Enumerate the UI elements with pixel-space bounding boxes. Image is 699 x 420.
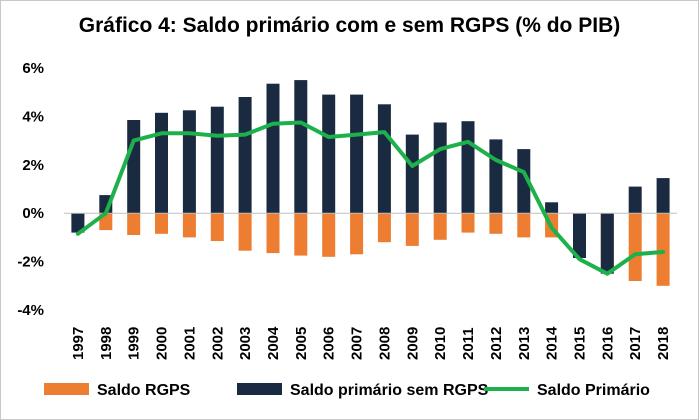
x-tick-label-2015: 2015 bbox=[572, 327, 589, 360]
x-tick-label-2013: 2013 bbox=[516, 327, 533, 360]
bar-saldo-rgps-2007 bbox=[350, 213, 364, 255]
bar-saldo-prim-rio-sem-rgps-2008 bbox=[377, 104, 391, 214]
bar-saldo-prim-rio-sem-rgps-2000 bbox=[155, 112, 168, 214]
bar-saldo-prim-rio-sem-rgps-2006 bbox=[322, 94, 336, 214]
x-tick-label-2006: 2006 bbox=[321, 327, 338, 360]
x-tick-label-2009: 2009 bbox=[404, 327, 421, 360]
bar-saldo-rgps-2009 bbox=[405, 213, 419, 246]
bar-saldo-prim-rio-sem-rgps-2016 bbox=[600, 213, 614, 274]
x-tick-label-2011: 2011 bbox=[460, 327, 477, 360]
legend: Saldo RGPS Saldo primário sem RGPS Saldo P… bbox=[44, 382, 650, 399]
bar-saldo-prim-rio-sem-rgps-2007 bbox=[350, 94, 364, 214]
bar-saldo-prim-rio-sem-rgps-1997 bbox=[71, 213, 85, 233]
x-tick-label-1998: 1998 bbox=[98, 327, 115, 360]
axes-layer: -4% -2% 0% 2% 4% 6% 1997 1998 1999 2000 2001 2002 20… bbox=[17, 60, 677, 360]
bar-saldo-prim-rio-sem-rgps-2009 bbox=[405, 134, 419, 214]
y-tick-label: 4% bbox=[22, 108, 44, 125]
bar-saldo-rgps-2012 bbox=[489, 213, 503, 234]
x-tick-label-1999: 1999 bbox=[126, 327, 143, 360]
bar-saldo-rgps-2000 bbox=[155, 213, 168, 234]
bar-saldo-rgps-2001 bbox=[182, 213, 196, 238]
bar-saldo-rgps-2010 bbox=[433, 213, 447, 240]
x-tick-label-2018: 2018 bbox=[655, 327, 672, 360]
legend-swatch-saldo-prim-rio-sem-rgps bbox=[237, 383, 282, 395]
bar-saldo-prim-rio-sem-rgps-2004 bbox=[266, 83, 280, 214]
bar-saldo-prim-rio-sem-rgps-2003 bbox=[238, 97, 252, 214]
x-tick-label-2016: 2016 bbox=[599, 327, 616, 360]
line-saldo-prim-rio bbox=[75, 120, 666, 276]
bar-saldo-prim-rio-sem-rgps-2017 bbox=[628, 186, 642, 214]
y-tick-label: -2% bbox=[17, 254, 44, 271]
x-tick-label-2000: 2000 bbox=[154, 327, 171, 360]
bar-saldo-prim-rio-sem-rgps-2012 bbox=[489, 139, 503, 214]
bar-saldo-rgps-1999 bbox=[127, 213, 141, 235]
legend-label-saldo-prim-rio-sem-rgps: Saldo primário sem RGPS bbox=[290, 382, 489, 399]
bar-saldo-prim-rio-sem-rgps-1999 bbox=[127, 120, 141, 214]
x-tick-label-2007: 2007 bbox=[349, 327, 366, 360]
bar-saldo-rgps-2008 bbox=[377, 213, 391, 243]
bar-saldo-prim-rio-sem-rgps-2011 bbox=[461, 121, 475, 214]
bar-saldo-rgps-2018 bbox=[656, 213, 670, 286]
bar-saldo-rgps-2005 bbox=[294, 213, 308, 256]
bar-saldo-rgps-2006 bbox=[322, 213, 336, 257]
x-tick-label-2017: 2017 bbox=[627, 327, 644, 360]
legend-swatch-saldo-rgps bbox=[44, 383, 89, 395]
bar-saldo-rgps-2011 bbox=[461, 213, 475, 233]
x-tick-label-2014: 2014 bbox=[544, 326, 561, 360]
x-tick-label-1997: 1997 bbox=[70, 327, 87, 360]
line-layer bbox=[75, 120, 666, 276]
bar-saldo-prim-rio-sem-rgps-2005 bbox=[294, 80, 308, 214]
bar-saldo-rgps-2013 bbox=[517, 213, 531, 238]
x-tick-label-2004: 2004 bbox=[265, 326, 282, 360]
bar-saldo-rgps-2004 bbox=[266, 213, 280, 254]
x-tick-label-2002: 2002 bbox=[209, 327, 226, 360]
legend-label-saldo-prim-rio: Saldo Primário bbox=[537, 382, 650, 399]
x-tick-label-2010: 2010 bbox=[432, 327, 449, 360]
y-tick-label: 0% bbox=[22, 205, 44, 222]
bar-saldo-prim-rio-sem-rgps-2015 bbox=[573, 213, 586, 258]
y-tick-label: 6% bbox=[22, 60, 44, 77]
bar-saldo-rgps-2003 bbox=[238, 213, 252, 251]
bar-saldo-prim-rio-sem-rgps-2010 bbox=[433, 122, 447, 214]
x-tick-label-2008: 2008 bbox=[376, 327, 393, 360]
legend-label-saldo-rgps: Saldo RGPS bbox=[97, 382, 191, 399]
bar-saldo-prim-rio-sem-rgps-2014 bbox=[545, 202, 559, 214]
x-tick-label-2005: 2005 bbox=[293, 327, 310, 360]
y-tick-label: 2% bbox=[22, 157, 44, 174]
x-tick-label-2003: 2003 bbox=[237, 327, 254, 360]
bar-saldo-prim-rio-sem-rgps-2001 bbox=[182, 110, 196, 214]
bar-saldo-prim-rio-sem-rgps-2013 bbox=[517, 149, 531, 214]
bar-saldo-rgps-2002 bbox=[210, 213, 224, 241]
x-tick-label-2001: 2001 bbox=[181, 327, 198, 360]
bar-saldo-rgps-2017 bbox=[628, 213, 642, 281]
bars-layer bbox=[71, 80, 670, 286]
chart-title: Gráfico 4: Saldo primário com e sem RGPS… bbox=[78, 14, 621, 37]
y-tick-label: -4% bbox=[17, 302, 44, 319]
bar-saldo-prim-rio-sem-rgps-2002 bbox=[210, 106, 224, 214]
bar-saldo-prim-rio-sem-rgps-2018 bbox=[656, 178, 670, 214]
x-tick-label-2012: 2012 bbox=[488, 327, 505, 360]
